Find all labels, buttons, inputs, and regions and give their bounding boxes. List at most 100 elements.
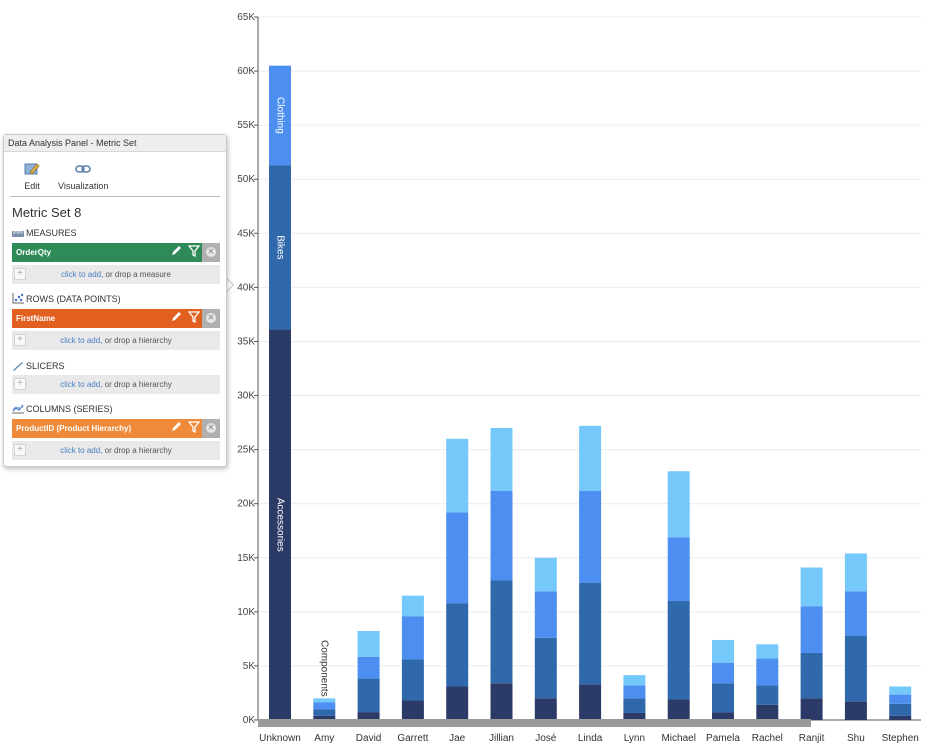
bar-Jillian-Accessories[interactable] <box>490 683 513 720</box>
edit-label: Edit <box>24 181 40 191</box>
remove-row-button[interactable]: ✕ <box>202 309 220 328</box>
bar-Unknown-Accessories[interactable] <box>269 329 291 720</box>
bar-David-Clothing[interactable] <box>357 656 380 679</box>
bar-Lynn-Bikes[interactable] <box>623 698 646 713</box>
visualization-button[interactable]: Visualization <box>58 162 108 191</box>
bar-Unknown-Clothing[interactable] <box>269 65 291 166</box>
close-icon: ✕ <box>206 423 216 433</box>
bar-Michael-Bikes[interactable] <box>667 601 690 700</box>
y-tick-label: 15K <box>237 553 255 564</box>
x-category-label: Jillian <box>489 733 514 744</box>
y-tick-label: 60K <box>237 66 255 77</box>
bar-Lynn-Components[interactable] <box>623 675 646 686</box>
bar-José-Components[interactable] <box>534 557 557 592</box>
filter-icon[interactable] <box>187 245 201 264</box>
bar-David-Components[interactable] <box>357 630 380 657</box>
add-column-hint: or drop a hierarchy <box>102 446 172 455</box>
pencil-icon[interactable] <box>170 245 182 264</box>
bar-Jillian-Components[interactable] <box>490 427 513 491</box>
bar-Stephen-Components[interactable] <box>889 686 912 695</box>
bar-Rachel-Bikes[interactable] <box>756 685 779 705</box>
bar-Amy-Accessories[interactable] <box>313 715 336 720</box>
pencil-icon[interactable] <box>170 421 182 440</box>
x-category-label: Ranjit <box>799 733 825 744</box>
bar-Shu-Clothing[interactable] <box>844 591 867 636</box>
row-pill-firstname[interactable]: FirstName ✕ <box>12 309 220 328</box>
edit-button[interactable]: Edit <box>24 162 40 191</box>
bar-Shu-Components[interactable] <box>844 553 867 592</box>
filter-icon[interactable] <box>187 311 201 330</box>
bar-Pamela-Clothing[interactable] <box>712 662 734 684</box>
bar-Pamela-Accessories[interactable] <box>712 712 734 720</box>
add-row-hierarchy[interactable]: + click to add, or drop a hierarchy <box>12 331 220 350</box>
x-category-label: Unknown <box>259 733 301 744</box>
bar-Shu-Bikes[interactable] <box>844 635 867 702</box>
bar-Amy-Bikes[interactable] <box>313 709 336 716</box>
bar-Pamela-Components[interactable] <box>712 639 734 663</box>
bar-Ranjit-Bikes[interactable] <box>800 652 823 699</box>
bar-David-Bikes[interactable] <box>357 678 380 713</box>
data-analysis-panel: Data Analysis Panel - Metric Set Edit Vi… <box>3 134 227 467</box>
bar-Rachel-Accessories[interactable] <box>756 704 779 720</box>
measure-pill-orderqty[interactable]: OrderQty ✕ <box>12 243 220 262</box>
bar-Amy-Components[interactable] <box>313 698 336 703</box>
add-column-row[interactable]: + click to add, or drop a hierarchy <box>12 441 220 460</box>
bar-Garrett-Bikes[interactable] <box>401 659 424 701</box>
bar-Linda-Clothing[interactable] <box>579 490 602 583</box>
column-pill-productid[interactable]: ProductID (Product Hierarchy) ✕ <box>12 419 220 438</box>
bar-Lynn-Clothing[interactable] <box>623 685 646 699</box>
panel-title[interactable]: Data Analysis Panel - Metric Set <box>4 135 226 152</box>
bar-Linda-Components[interactable] <box>579 425 602 491</box>
bar-Jillian-Clothing[interactable] <box>490 490 513 581</box>
add-slicer-row[interactable]: + click to add, or drop a hierarchy <box>12 375 220 394</box>
plus-icon: + <box>14 268 26 280</box>
bar-Pamela-Bikes[interactable] <box>712 683 734 713</box>
add-measure-row[interactable]: + click to add, or drop a measure <box>12 265 220 284</box>
add-row-link[interactable]: click to add, <box>60 336 103 345</box>
bar-José-Accessories[interactable] <box>534 698 557 720</box>
bar-Ranjit-Accessories[interactable] <box>800 698 823 720</box>
bar-Michael-Accessories[interactable] <box>667 699 690 720</box>
bar-David-Accessories[interactable] <box>357 712 380 720</box>
bar-Jae-Components[interactable] <box>446 438 469 513</box>
remove-column-button[interactable]: ✕ <box>202 419 220 438</box>
bar-Amy-Clothing[interactable] <box>313 702 336 710</box>
bar-Unknown-Bikes[interactable] <box>269 165 291 330</box>
bar-Lynn-Accessories[interactable] <box>623 712 646 720</box>
add-slicer-link[interactable]: click to add, <box>60 380 103 389</box>
bar-Michael-Clothing[interactable] <box>667 537 690 602</box>
bar-Michael-Components[interactable] <box>667 471 690 538</box>
pencil-icon[interactable] <box>170 311 182 330</box>
x-category-label: Michael <box>661 733 695 744</box>
line-chart-icon <box>12 404 24 414</box>
y-tick-label: 55K <box>237 120 255 131</box>
bar-Garrett-Clothing[interactable] <box>401 616 424 660</box>
filter-icon[interactable] <box>187 421 201 440</box>
add-column-link[interactable]: click to add, <box>60 446 103 455</box>
bar-Rachel-Clothing[interactable] <box>756 658 779 686</box>
bar-Stephen-Bikes[interactable] <box>889 703 912 716</box>
bar-José-Bikes[interactable] <box>534 637 557 699</box>
bar-Ranjit-Clothing[interactable] <box>800 606 823 653</box>
remove-measure-button[interactable]: ✕ <box>202 243 220 262</box>
bar-Jae-Accessories[interactable] <box>446 686 469 720</box>
bar-Stephen-Accessories[interactable] <box>889 715 912 720</box>
horizontal-scrollbar[interactable] <box>258 719 811 727</box>
add-measure-link[interactable]: click to add, <box>61 270 104 279</box>
x-category-label: Rachel <box>752 733 783 744</box>
bar-Jillian-Bikes[interactable] <box>490 580 513 684</box>
bar-Stephen-Clothing[interactable] <box>889 694 912 704</box>
bar-Garrett-Components[interactable] <box>401 595 424 617</box>
plus-icon: + <box>14 444 26 456</box>
y-tick-label: 65K <box>237 12 255 23</box>
bar-Jae-Bikes[interactable] <box>446 603 469 687</box>
bar-Jae-Clothing[interactable] <box>446 512 469 604</box>
columns-section: COLUMNS (SERIES) <box>12 403 113 415</box>
bar-Garrett-Accessories[interactable] <box>401 700 424 720</box>
bar-José-Clothing[interactable] <box>534 591 557 638</box>
bar-Rachel-Components[interactable] <box>756 644 779 659</box>
bar-Ranjit-Components[interactable] <box>800 567 823 607</box>
bar-Linda-Bikes[interactable] <box>579 582 602 685</box>
bar-Shu-Accessories[interactable] <box>844 701 867 720</box>
bar-Linda-Accessories[interactable] <box>579 684 602 720</box>
